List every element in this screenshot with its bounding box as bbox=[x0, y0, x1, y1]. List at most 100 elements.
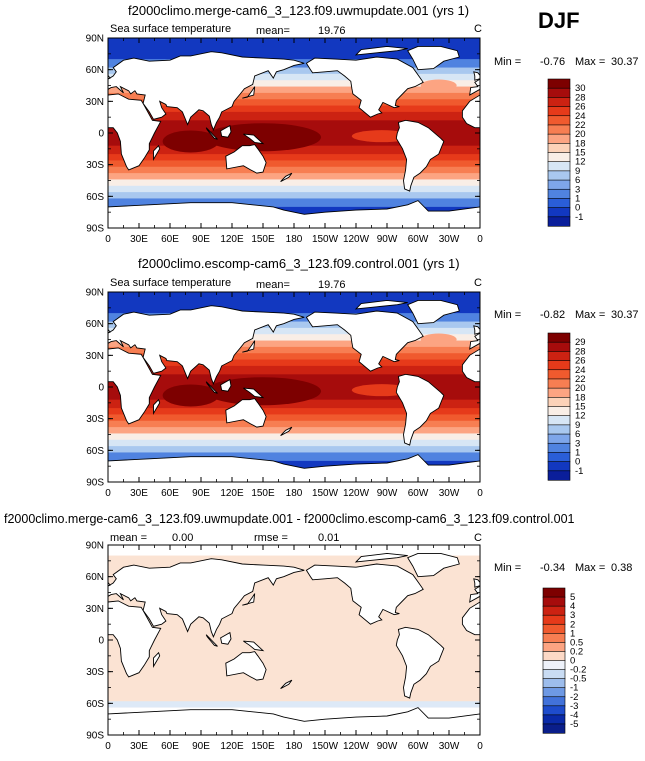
season-label: DJF bbox=[538, 8, 580, 33]
colorbar-label: 20 bbox=[575, 129, 586, 140]
panel3-max-value: 0.38 bbox=[611, 562, 633, 574]
land-madagascar bbox=[153, 651, 161, 669]
colorbar-box bbox=[542, 614, 566, 625]
land-australia bbox=[225, 144, 267, 174]
land-greenland bbox=[36, 300, 88, 323]
land-new-guinea bbox=[243, 387, 265, 399]
colorbar-label: 18 bbox=[575, 138, 586, 149]
lon-tick-label: 150W bbox=[312, 488, 339, 499]
panel2-title: f2000climo.escomp-cam6_3_123.f09.control… bbox=[138, 256, 460, 271]
colorbar-box bbox=[547, 115, 571, 126]
land-borneo bbox=[220, 631, 232, 645]
land-new-guinea bbox=[615, 134, 635, 144]
colorbar-box bbox=[547, 124, 571, 135]
gulf-stream bbox=[420, 333, 457, 346]
gulf-stream bbox=[420, 79, 457, 92]
colorbar-box bbox=[547, 360, 571, 371]
land-north-america bbox=[0, 57, 51, 117]
colorbar-label: 22 bbox=[575, 374, 586, 385]
colorbar-label: 0 bbox=[575, 203, 580, 214]
colorbar-label: 12 bbox=[575, 157, 586, 168]
colorbar-label: 1 bbox=[575, 447, 580, 458]
panel2-mean-value: 19.76 bbox=[318, 279, 346, 291]
lon-tick-label: 30E bbox=[130, 488, 148, 499]
land-japan bbox=[614, 594, 626, 606]
lon-tick-label: 120E bbox=[220, 234, 244, 245]
continents bbox=[0, 45, 635, 228]
colorbar-label: 12 bbox=[575, 411, 586, 422]
colorbar-label: 24 bbox=[575, 365, 586, 376]
panel2-max-value: 30.37 bbox=[611, 309, 639, 321]
lon-tick-label: 0 bbox=[105, 488, 111, 499]
colorbar-label: 0.5 bbox=[570, 637, 583, 648]
lon-tick-label: 30W bbox=[439, 741, 460, 752]
land-antarctica bbox=[108, 707, 480, 735]
land-new-zealand bbox=[280, 426, 293, 436]
colorbar-box bbox=[547, 179, 571, 190]
colorbar-label: 9 bbox=[575, 420, 580, 431]
colorbar-box bbox=[547, 341, 571, 352]
lon-tick-label: 180 bbox=[286, 741, 303, 752]
lat-tick-label: 30N bbox=[86, 97, 104, 108]
land-arctic-islands bbox=[0, 46, 36, 55]
colorbar-label: 28 bbox=[575, 346, 586, 357]
land-africa bbox=[461, 94, 480, 129]
colorbar-label: 9 bbox=[575, 166, 580, 177]
land-africa bbox=[461, 348, 480, 383]
colorbar-box bbox=[547, 143, 571, 154]
colorbar-box bbox=[547, 378, 571, 389]
land-new-guinea bbox=[243, 133, 265, 145]
colorbar-label: 3 bbox=[575, 438, 580, 449]
panel3-min-value: -0.34 bbox=[540, 562, 566, 574]
land-eurasia bbox=[469, 78, 480, 96]
lon-tick-label: 30E bbox=[130, 741, 148, 752]
land-australia bbox=[225, 651, 267, 681]
panel3-mean-label: mean = bbox=[110, 532, 147, 544]
colorbar-box bbox=[547, 78, 571, 89]
lon-tick-label: 60E bbox=[161, 234, 179, 245]
panel2-variable-label: Sea surface temperature bbox=[110, 277, 232, 289]
colorbar-label: 20 bbox=[575, 383, 586, 394]
land-arctic-islands bbox=[354, 45, 408, 56]
colorbar-label: 24 bbox=[575, 111, 586, 122]
land-new-zealand bbox=[280, 679, 293, 689]
lon-tick-label: 120W bbox=[343, 741, 370, 752]
lon-tick-label: 120W bbox=[343, 234, 370, 245]
panel3-max-label: Max = bbox=[575, 562, 606, 574]
lat-tick-label: 90N bbox=[86, 34, 104, 45]
land-eurasia bbox=[108, 558, 305, 638]
land-arctic-islands bbox=[354, 299, 408, 310]
colorbar-label: -1 bbox=[575, 212, 583, 223]
land-eurasia bbox=[108, 305, 305, 385]
land-borneo bbox=[593, 633, 603, 645]
colorbar-label: -5 bbox=[570, 719, 578, 730]
colorbar-label: 30 bbox=[575, 83, 586, 94]
lat-tick-label: 90N bbox=[86, 288, 104, 299]
colorbar-label: -2 bbox=[570, 692, 578, 703]
land-south-america bbox=[395, 626, 445, 699]
land-sumatra bbox=[205, 634, 218, 647]
land-south-america bbox=[395, 373, 445, 446]
panel2-max-label: Max = bbox=[575, 309, 606, 321]
colorbar-box bbox=[542, 642, 566, 653]
panel3-mean-value: 0.00 bbox=[172, 532, 194, 544]
colorbar-label: 1 bbox=[575, 193, 580, 204]
colorbar-box bbox=[547, 387, 571, 398]
land-antarctica bbox=[108, 200, 480, 228]
land-africa bbox=[461, 601, 480, 636]
land-south-america bbox=[395, 119, 445, 192]
land-eurasia bbox=[469, 332, 480, 350]
land-uk bbox=[473, 325, 480, 335]
lon-tick-label: 60W bbox=[408, 488, 429, 499]
lon-tick-label: 150E bbox=[251, 741, 275, 752]
lon-tick-label: 30E bbox=[130, 234, 148, 245]
colorbar-label: 0 bbox=[570, 656, 575, 667]
panel3-rmse-value: 0.01 bbox=[318, 532, 340, 544]
lat-tick-label: 30S bbox=[86, 667, 104, 678]
colorbar-box bbox=[547, 452, 571, 463]
colorbar-label: 0 bbox=[575, 457, 580, 468]
lon-tick-label: 90E bbox=[192, 741, 210, 752]
